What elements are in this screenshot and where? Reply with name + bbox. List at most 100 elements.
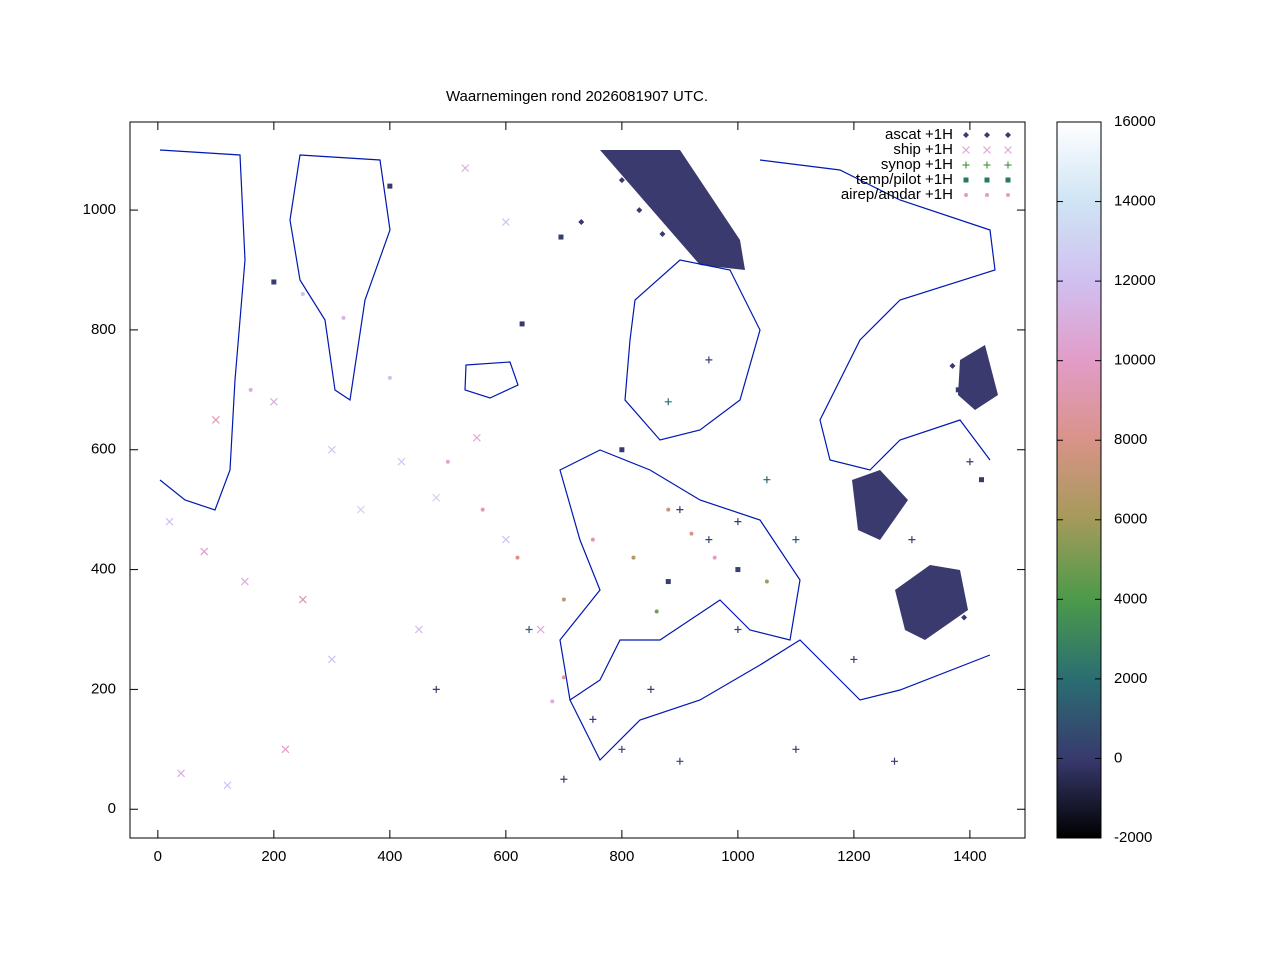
data-point xyxy=(223,781,232,790)
x-tick-label: 400 xyxy=(377,848,402,865)
x-tick-label: 1400 xyxy=(953,848,986,865)
data-point xyxy=(792,536,800,544)
data-point xyxy=(949,362,956,369)
data-point xyxy=(978,477,984,483)
data-point xyxy=(961,614,968,621)
data-point xyxy=(211,415,220,424)
data-point xyxy=(955,387,961,393)
data-point xyxy=(890,757,898,765)
data-point xyxy=(874,506,881,513)
x-tick-label: 200 xyxy=(261,848,286,865)
x-tick-label: 1200 xyxy=(837,848,870,865)
legend-marker xyxy=(1005,132,1011,138)
data-point xyxy=(515,555,520,560)
legend-marker xyxy=(962,146,970,154)
legend-marker xyxy=(1006,193,1010,197)
data-point xyxy=(200,547,209,556)
colorbar-tick-label: 12000 xyxy=(1114,272,1156,289)
data-point xyxy=(300,291,305,296)
data-point xyxy=(387,183,393,189)
data-point xyxy=(472,433,481,442)
data-point xyxy=(636,207,643,214)
colorbar-tick-label: -2000 xyxy=(1114,829,1152,846)
plot-border xyxy=(129,121,1026,839)
data-point xyxy=(676,757,684,765)
coastline xyxy=(624,259,761,441)
data-point xyxy=(937,590,944,597)
coastline xyxy=(289,154,391,402)
legend-marker xyxy=(963,177,969,183)
coastline xyxy=(464,361,519,399)
data-point xyxy=(536,625,545,634)
data-point xyxy=(561,597,566,602)
data-point xyxy=(560,775,568,783)
legend-label: temp/pilot +1H xyxy=(856,171,953,188)
colorbar-tick-label: 4000 xyxy=(1114,590,1147,607)
data-point xyxy=(712,555,717,560)
data-point xyxy=(689,531,694,536)
data-point xyxy=(248,387,253,392)
ascat-swath xyxy=(895,565,968,640)
coastline xyxy=(159,149,246,511)
legend-marker xyxy=(963,132,969,138)
x-tick-label: 0 xyxy=(154,848,162,865)
data-point xyxy=(578,219,585,226)
colorbar-tick-label: 0 xyxy=(1114,749,1122,766)
y-tick-label: 0 xyxy=(108,800,116,817)
legend-label: synop +1H xyxy=(881,156,953,173)
data-point xyxy=(763,476,771,484)
data-point xyxy=(269,397,278,406)
data-point xyxy=(590,537,595,542)
colorbar-tick-label: 8000 xyxy=(1114,431,1147,448)
x-tick-label: 800 xyxy=(609,848,634,865)
data-point xyxy=(705,536,713,544)
data-point xyxy=(665,579,671,585)
data-point xyxy=(480,507,485,512)
data-point xyxy=(792,745,800,753)
data-point xyxy=(327,445,336,454)
data-point xyxy=(676,506,684,514)
data-point xyxy=(397,457,406,466)
data-point xyxy=(165,517,174,526)
legend-marker xyxy=(1005,177,1011,183)
data-point xyxy=(735,567,741,573)
data-point xyxy=(281,745,290,754)
ascat-swath xyxy=(958,345,998,410)
data-point xyxy=(387,375,392,380)
y-tick-label: 600 xyxy=(91,441,116,458)
data-point xyxy=(519,321,525,327)
x-tick-label: 1000 xyxy=(721,848,754,865)
data-point xyxy=(734,518,742,526)
data-point xyxy=(461,164,470,173)
data-point xyxy=(177,769,185,778)
data-point xyxy=(619,447,625,453)
data-point xyxy=(664,398,672,406)
data-point xyxy=(764,579,769,584)
colorbar-tick-label: 6000 xyxy=(1114,511,1147,528)
data-point xyxy=(240,577,249,586)
colorbar-tick-label: 10000 xyxy=(1114,352,1156,369)
data-point xyxy=(666,507,671,512)
data-point xyxy=(850,655,858,663)
legend-label: ascat +1H xyxy=(885,126,953,143)
legend-marker xyxy=(962,161,970,169)
ascat-swath xyxy=(852,470,908,540)
data-point xyxy=(550,699,555,704)
colorbar xyxy=(1056,121,1102,839)
y-tick-label: 800 xyxy=(91,321,116,338)
data-point xyxy=(327,655,336,664)
chart-title: Waarnemingen rond 2026081907 UTC. xyxy=(446,88,708,105)
legend-marker xyxy=(964,193,968,197)
colorbar-tick-label: 2000 xyxy=(1114,670,1147,687)
y-tick-label: 200 xyxy=(91,680,116,697)
legend-marker xyxy=(983,161,991,169)
data-point xyxy=(647,685,655,693)
data-point xyxy=(589,715,597,723)
y-tick-label: 1000 xyxy=(83,201,116,218)
data-point xyxy=(271,279,277,285)
legend-marker xyxy=(1004,146,1012,154)
ascat-swath xyxy=(600,150,745,270)
data-point xyxy=(356,505,365,514)
legend-label: ship +1H xyxy=(893,141,953,158)
